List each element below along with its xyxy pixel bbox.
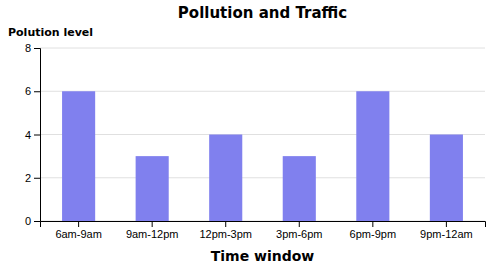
plot-area: 6am-9am 9am-12pm 12pm-3pm 3pm-6pm 6pm-9pm 9pm… <box>25 42 486 240</box>
y-tick-label: 6 <box>25 85 31 97</box>
x-tick-mark <box>372 221 373 227</box>
y-tick-mark <box>34 178 40 179</box>
y-axis-title: Polution level <box>8 26 93 39</box>
y-tick: 8 <box>25 42 40 54</box>
x-tick-label: 3pm-6pm <box>276 228 322 240</box>
y-tick-label: 0 <box>25 215 31 227</box>
y-tick-label: 8 <box>25 42 31 54</box>
bar <box>430 135 463 222</box>
x-tick-label: 9pm-12am <box>420 228 473 240</box>
x-axis-line <box>41 222 486 228</box>
x-tick-label: 9am-12pm <box>126 228 179 240</box>
x-tick: 9pm-12am <box>420 221 473 240</box>
bars <box>62 91 463 221</box>
x-tick-label: 12pm-3pm <box>199 228 252 240</box>
x-tick: 12pm-3pm <box>199 221 252 240</box>
bar <box>283 156 316 221</box>
grid-line <box>40 177 485 178</box>
bar <box>356 91 389 221</box>
x-tick-mark <box>446 221 447 227</box>
chart: 6am-9am 9am-12pm 12pm-3pm 3pm-6pm 6pm-9pm 9pm… <box>0 0 500 273</box>
x-tick: 6pm-9pm <box>350 221 396 240</box>
grid <box>40 48 485 221</box>
x-tick-label: 6pm-9pm <box>350 228 396 240</box>
grid-line <box>40 48 485 49</box>
y-tick-mark <box>34 91 40 92</box>
grid-line <box>40 134 485 135</box>
x-tick-mark <box>299 221 300 227</box>
bar <box>209 135 242 222</box>
y-tick: 4 <box>25 129 40 141</box>
x-tick: 6am-9am <box>55 221 101 240</box>
x-tick: 3pm-6pm <box>276 221 322 240</box>
bar <box>62 91 95 221</box>
y-tick-mark <box>34 135 40 136</box>
y-tick: 0 <box>25 215 40 227</box>
y-tick: 2 <box>25 172 40 184</box>
x-tick-mark <box>152 221 153 227</box>
x-tick-label: 6am-9am <box>55 228 101 240</box>
y-axis-line <box>34 49 41 222</box>
y-tick: 6 <box>25 85 40 97</box>
x-tick: 9am-12pm <box>126 221 179 240</box>
x-tick-mark <box>225 221 226 227</box>
grid-line <box>40 91 485 92</box>
x-axis-title: Time window <box>211 248 315 264</box>
y-tick-mark <box>34 221 40 222</box>
bar <box>136 156 169 221</box>
x-tick-mark <box>78 221 79 227</box>
y-tick-mark <box>34 48 40 49</box>
y-axis: 0 2 4 6 8 <box>25 42 41 227</box>
y-tick-label: 4 <box>25 129 31 141</box>
title: Pollution and Traffic <box>178 4 347 22</box>
x-axis: 6am-9am 9am-12pm 12pm-3pm 3pm-6pm 6pm-9pm 9pm… <box>41 221 486 240</box>
y-tick-label: 2 <box>25 172 31 184</box>
